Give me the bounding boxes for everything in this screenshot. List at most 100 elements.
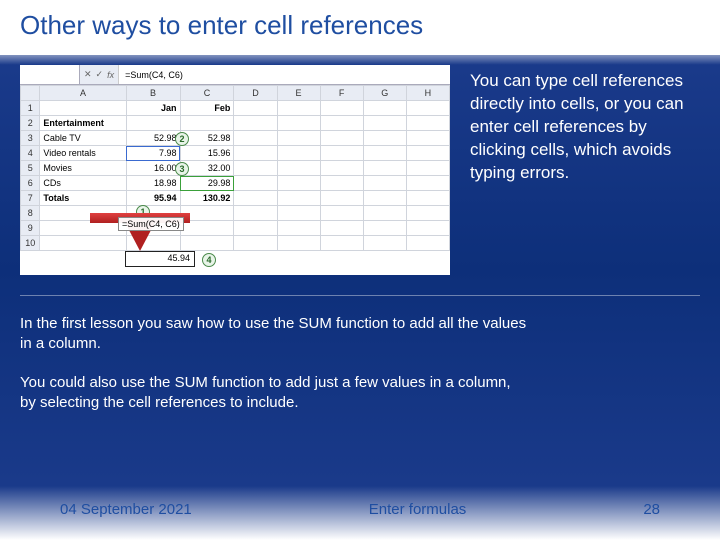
cell [363, 206, 406, 221]
cell [406, 191, 449, 206]
cell: Video rentals [40, 146, 126, 161]
cell [234, 221, 277, 236]
cell [234, 131, 277, 146]
col-header: E [277, 86, 320, 101]
spreadsheet-grid: A B C D E F G H 1JanFeb2Entertainment3Ca… [20, 85, 450, 251]
cell [320, 206, 363, 221]
row-header: 6 [21, 176, 40, 191]
cell [126, 116, 180, 131]
cell [363, 161, 406, 176]
cell [363, 116, 406, 131]
body-p2: You could also use the SUM function to a… [20, 373, 530, 414]
cell [320, 116, 363, 131]
cell [320, 131, 363, 146]
cell: 7.98 [126, 146, 180, 161]
cell [320, 176, 363, 191]
cell [363, 146, 406, 161]
cell [277, 161, 320, 176]
row-header: 8 [21, 206, 40, 221]
cell: 52.98 [126, 131, 180, 146]
fx-icon: fx [107, 70, 114, 80]
cell [406, 146, 449, 161]
cell [234, 236, 277, 251]
name-box: SUM [20, 65, 80, 84]
footer-page: 28 [643, 501, 660, 518]
footer-date: 04 September 2021 [60, 501, 192, 518]
cell [363, 236, 406, 251]
cell: Entertainment [40, 116, 126, 131]
cell [277, 206, 320, 221]
cell: 16.00 [126, 161, 180, 176]
col-header: B [126, 86, 180, 101]
cell [406, 116, 449, 131]
cell [277, 131, 320, 146]
cell [180, 116, 234, 131]
cell [406, 221, 449, 236]
row-header: 3 [21, 131, 40, 146]
col-header: F [320, 86, 363, 101]
cell [363, 176, 406, 191]
cancel-icon: ✕ [84, 69, 92, 80]
cell [40, 236, 126, 251]
formula-overlay: =Sum(C4, C6) [118, 217, 184, 231]
cell [320, 146, 363, 161]
cell [234, 146, 277, 161]
confirm-icon: ✓ [96, 69, 104, 80]
cell [320, 161, 363, 176]
cell: CDs [40, 176, 126, 191]
cell [406, 236, 449, 251]
cell [277, 101, 320, 116]
cell [180, 236, 234, 251]
row-header: 2 [21, 116, 40, 131]
body-text: In the first lesson you saw how to use t… [20, 314, 530, 413]
cell [406, 131, 449, 146]
cell: 15.96 [180, 146, 234, 161]
cell: Jan [126, 101, 180, 116]
footer-title: Enter formulas [192, 501, 644, 518]
callout-2: 2 [175, 132, 189, 146]
cell [363, 101, 406, 116]
result-box: 45.94 [125, 251, 195, 267]
cell: 18.98 [126, 176, 180, 191]
cell [406, 101, 449, 116]
callout-4: 4 [202, 253, 216, 267]
row-header: 10 [21, 236, 40, 251]
row-header: 4 [21, 146, 40, 161]
footer: 04 September 2021 Enter formulas 28 [0, 501, 720, 518]
cell: Totals [40, 191, 126, 206]
intro-paragraph: You can type cell references directly in… [470, 65, 700, 275]
cell [234, 206, 277, 221]
cell [320, 101, 363, 116]
col-header: C [180, 86, 234, 101]
cell [320, 236, 363, 251]
cell [277, 176, 320, 191]
cell [277, 236, 320, 251]
cell: Movies [40, 161, 126, 176]
col-header: A [40, 86, 126, 101]
page-title: Other ways to enter cell references [20, 10, 700, 41]
callout-3: 3 [175, 162, 189, 176]
cell [406, 161, 449, 176]
cell [40, 101, 126, 116]
cell [363, 191, 406, 206]
cell [234, 161, 277, 176]
col-header: D [234, 86, 277, 101]
excel-screenshot: SUM ✕ ✓ fx =Sum(C4, C6) A B C [20, 65, 450, 275]
row-header: 7 [21, 191, 40, 206]
cell [234, 176, 277, 191]
main-content: SUM ✕ ✓ fx =Sum(C4, C6) A B C [0, 55, 720, 441]
cell: Cable TV [40, 131, 126, 146]
cell [234, 116, 277, 131]
cell [406, 206, 449, 221]
cell [234, 101, 277, 116]
row-header: 9 [21, 221, 40, 236]
cell [363, 131, 406, 146]
cell: Feb [180, 101, 234, 116]
cell: 95.94 [126, 191, 180, 206]
cell [320, 221, 363, 236]
col-header: H [406, 86, 449, 101]
cell: 130.92 [180, 191, 234, 206]
cell [363, 221, 406, 236]
col-header: G [363, 86, 406, 101]
cell [277, 146, 320, 161]
